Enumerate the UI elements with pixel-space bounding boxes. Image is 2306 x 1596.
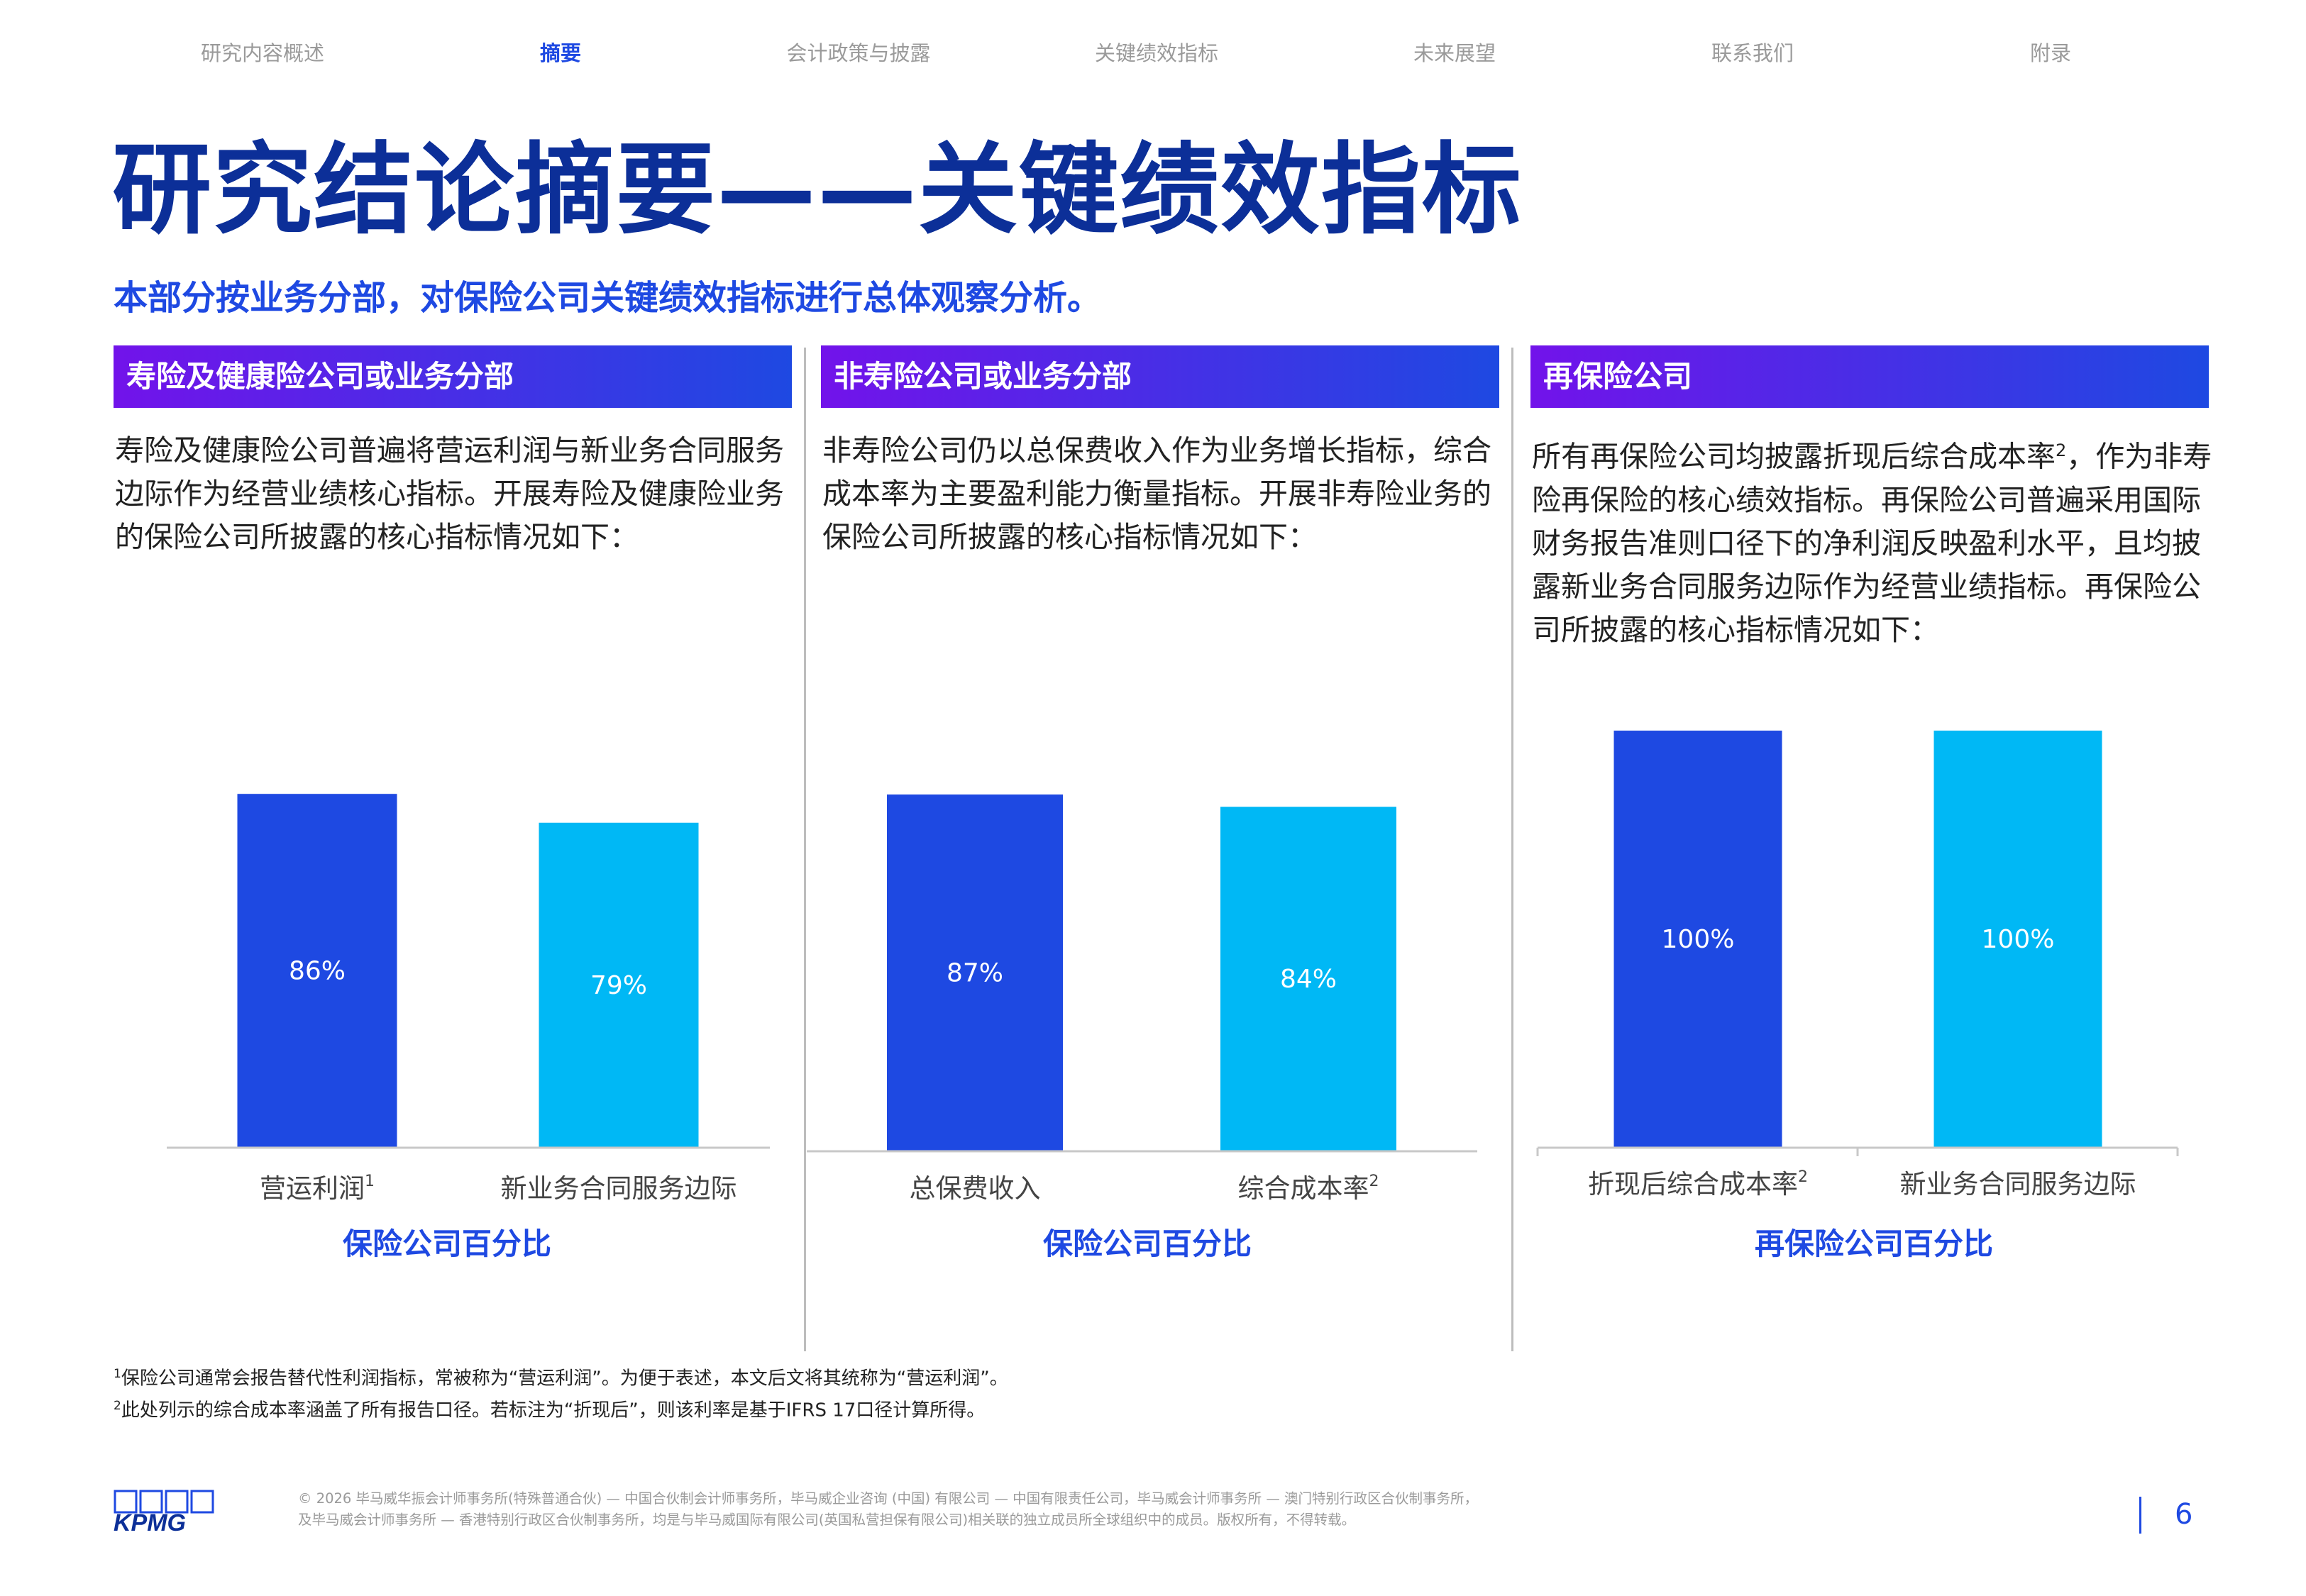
page-number: 6 bbox=[2175, 1498, 2193, 1531]
nav-item-outlook[interactable]: 未来展望 bbox=[1413, 41, 1496, 65]
column-body: 非寿险公司仍以总保费收入作为业务增长指标，综合成本率为主要盈利能力衡量指标。开展… bbox=[822, 433, 1491, 554]
nav-item-accounting[interactable]: 会计政策与披露 bbox=[786, 41, 931, 65]
footnotes: 1保险公司通常会报告替代性利润指标，常被称为“营运利润”。为便于表述，本文后文将… bbox=[114, 1361, 1008, 1424]
footnote-text: 此处列示的综合成本率涵盖了所有报告口径。若标注为“折现后”，则该利率是基于IFR… bbox=[121, 1400, 986, 1422]
column-non-life: 非寿险公司或业务分部 非寿险公司仍以总保费收入作为业务增长指标，综合成本率为主要… bbox=[821, 345, 1499, 1353]
bar-value-label: 79% bbox=[590, 971, 647, 1000]
column-reinsurance: 再保险公司 所有再保险公司均披露折现后综合成本率2，作为非寿险再保险的核心绩效指… bbox=[1530, 345, 2212, 1353]
nav-item-contact[interactable]: 联系我们 bbox=[1711, 41, 1794, 65]
bar-value-label: 100% bbox=[1662, 925, 1735, 954]
footnote-mark: 1 bbox=[114, 1367, 121, 1381]
copyright: © 2026 毕马威华振会计师事务所(特殊普通合伙) — 中国合伙制会计师事务所… bbox=[298, 1488, 1632, 1531]
x-tick-label: 综合成本率2 bbox=[1238, 1173, 1379, 1204]
column-header: 寿险及健康险公司或业务分部 bbox=[114, 345, 792, 408]
column-life-health: 寿险及健康险公司或业务分部 寿险及健康险公司普遍将营运利润与新业务合同服务边际作… bbox=[114, 345, 792, 1353]
bar bbox=[1613, 731, 1782, 1148]
x-tick-label: 折现后综合成本率2 bbox=[1588, 1168, 1808, 1199]
bar-value-label: 84% bbox=[1280, 965, 1337, 994]
kpmg-logo: KPMG bbox=[114, 1490, 214, 1532]
nav-item-appendix[interactable]: 附录 bbox=[2029, 41, 2072, 65]
column-body: 所有再保险公司均披露折现后综合成本率2，作为非寿险再保险的核心绩效指标。再保险公… bbox=[1532, 429, 2213, 652]
bar-chart-2: 87% 总保费收入 84% 综合成本率2 保险公司百分比 bbox=[807, 794, 1477, 1261]
bar bbox=[1220, 807, 1396, 1151]
body-text: 所有再保险公司均披露折现后综合成本率 bbox=[1532, 439, 2056, 474]
x-tick-label: 新业务合同服务边际 bbox=[1900, 1169, 2136, 1199]
column-divider bbox=[1511, 348, 1513, 1351]
footnote-text: 保险公司通常会报告替代性利润指标，常被称为“营运利润”。为便于表述，本文后文将其… bbox=[121, 1368, 1008, 1390]
page-title: 研究结论摘要——关键绩效指标 bbox=[112, 133, 1523, 248]
bar bbox=[1933, 731, 2102, 1148]
x-tick-label: 新业务合同服务边际 bbox=[501, 1173, 737, 1204]
chart-axis-title: 保险公司百分比 bbox=[343, 1226, 551, 1261]
body-text: ，作为非寿险再保险的核心绩效指标。再保险公司普遍采用国际财务报告准则口径下的净利… bbox=[1532, 439, 2212, 647]
bar-value-label: 86% bbox=[289, 957, 346, 986]
x-tick-label: 营运利润1 bbox=[260, 1173, 375, 1204]
footnote-1: 1保险公司通常会报告替代性利润指标，常被称为“营运利润”。为便于表述，本文后文将… bbox=[114, 1361, 1008, 1392]
bar bbox=[539, 822, 699, 1148]
logo-text: KPMG bbox=[114, 1509, 186, 1532]
chart-axis-title: 再保险公司百分比 bbox=[1755, 1226, 1993, 1261]
chart-axis-title: 保险公司百分比 bbox=[1043, 1226, 1252, 1261]
x-tick-label: 总保费收入 bbox=[910, 1173, 1041, 1204]
copyright-line: © 2026 毕马威华振会计师事务所(特殊普通合伙) — 中国合伙制会计师事务所… bbox=[298, 1490, 1479, 1507]
page-number-separator bbox=[2139, 1497, 2141, 1534]
bar-value-label: 87% bbox=[947, 959, 1003, 988]
nav-item-summary[interactable]: 摘要 bbox=[539, 41, 582, 65]
footnote-ref: 2 bbox=[2056, 440, 2067, 460]
column-header: 非寿险公司或业务分部 bbox=[821, 345, 1499, 408]
bar-value-label: 100% bbox=[1982, 925, 2055, 954]
top-nav: 研究内容概述 摘要 会计政策与披露 关键绩效指标 未来展望 联系我们 附录 bbox=[114, 28, 2129, 71]
bar bbox=[887, 794, 1063, 1151]
column-divider bbox=[804, 348, 806, 1351]
nav-item-overview[interactable]: 研究内容概述 bbox=[200, 41, 325, 65]
page-subtitle: 本部分按业务分部，对保险公司关键绩效指标进行总体观察分析。 bbox=[114, 278, 1102, 318]
footnote-mark: 2 bbox=[114, 1398, 121, 1413]
column-header: 再保险公司 bbox=[1530, 345, 2209, 408]
copyright-line: 及毕马威会计师事务所 — 香港特别行政区合伙制事务所，均是与毕马威国际有限公司(… bbox=[298, 1512, 1356, 1528]
footnote-2: 2此处列示的综合成本率涵盖了所有报告口径。若标注为“折现后”，则该利率是基于IF… bbox=[114, 1392, 1008, 1424]
column-body: 寿险及健康险公司普遍将营运利润与新业务合同服务边际作为经营业绩核心指标。开展寿险… bbox=[115, 433, 784, 554]
nav-item-kpi[interactable]: 关键绩效指标 bbox=[1094, 41, 1219, 65]
bar bbox=[237, 794, 397, 1148]
